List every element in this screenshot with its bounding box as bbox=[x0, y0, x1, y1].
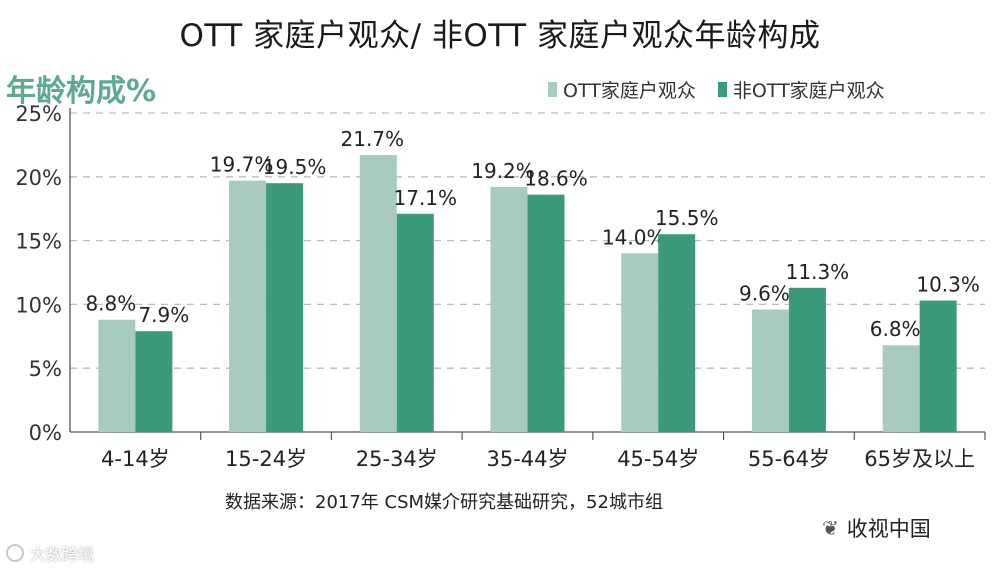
data-label-non-ott: 18.6% bbox=[524, 167, 588, 191]
data-source-note: 数据来源：2017年 CSM媒介研究基础研究，52城市组 bbox=[225, 492, 663, 513]
y-tick-label: 20% bbox=[15, 166, 62, 190]
legend-item-ott: OTT家庭户观众 bbox=[548, 76, 696, 103]
bar-ott bbox=[490, 187, 528, 432]
bar-non-ott bbox=[658, 234, 696, 432]
x-tick-label: 65岁及以上 bbox=[864, 447, 975, 471]
legend: OTT家庭户观众 非OTT家庭户观众 bbox=[548, 76, 907, 103]
data-label-ott: 8.8% bbox=[85, 292, 136, 316]
chart-title: OTT 家庭户观众/ 非OTT 家庭户观众年龄构成 bbox=[179, 18, 821, 54]
legend-label-non-ott: 非OTT家庭户观众 bbox=[732, 80, 885, 102]
bar-non-ott bbox=[266, 183, 304, 432]
y-tick-label: 0% bbox=[29, 421, 62, 445]
data-label-ott: 9.6% bbox=[739, 282, 790, 306]
watermark-left: 大数跨境 bbox=[6, 541, 94, 565]
y-tick-label: 5% bbox=[29, 357, 62, 381]
data-label-ott: 19.2% bbox=[471, 159, 535, 183]
legend-swatch-ott bbox=[548, 82, 557, 97]
legend-label-ott: OTT家庭户观众 bbox=[563, 80, 696, 102]
data-label-ott: 6.8% bbox=[870, 317, 921, 341]
data-label-ott: 19.7% bbox=[210, 153, 274, 177]
watermark-right-text: 收视中国 bbox=[846, 517, 931, 541]
watermark-logo-icon bbox=[6, 544, 24, 562]
data-label-non-ott: 10.3% bbox=[916, 273, 980, 297]
data-label-ott: 21.7% bbox=[341, 127, 405, 151]
bar-non-ott bbox=[919, 300, 957, 432]
bar-ott bbox=[359, 155, 397, 432]
y-tick-label: 10% bbox=[15, 293, 62, 317]
x-tick-label: 4-14岁 bbox=[101, 447, 170, 471]
bar-ott bbox=[882, 345, 920, 432]
y-tick-label: 15% bbox=[15, 230, 62, 254]
bar-ott bbox=[621, 253, 659, 432]
y-tick-label: 25% bbox=[15, 102, 62, 126]
x-tick-label: 35-44岁 bbox=[486, 447, 568, 471]
bar-non-ott bbox=[396, 213, 434, 432]
x-tick-label: 55-64岁 bbox=[748, 447, 830, 471]
x-tick-label: 25-34岁 bbox=[356, 447, 438, 471]
legend-swatch-non-ott bbox=[717, 82, 727, 97]
bar-ott bbox=[751, 309, 789, 432]
data-label-non-ott: 7.9% bbox=[138, 303, 189, 327]
bar-non-ott bbox=[527, 194, 565, 432]
data-label-non-ott: 17.1% bbox=[394, 186, 458, 210]
data-label-non-ott: 15.5% bbox=[655, 206, 719, 230]
x-tick-label: 45-54岁 bbox=[617, 447, 699, 471]
watermark-left-text: 大数跨境 bbox=[30, 545, 95, 564]
bar-non-ott bbox=[788, 287, 826, 432]
wechat-icon: ❦ bbox=[822, 516, 839, 540]
data-label-non-ott: 11.3% bbox=[786, 260, 850, 284]
legend-item-non-ott: 非OTT家庭户观众 bbox=[717, 76, 885, 103]
y-axis-label: 年龄构成% bbox=[6, 74, 157, 109]
data-label-non-ott: 19.5% bbox=[263, 155, 327, 179]
bar-ott bbox=[98, 319, 136, 432]
x-tick-label: 15-24岁 bbox=[225, 447, 307, 471]
data-label-ott: 14.0% bbox=[602, 225, 666, 249]
bar-non-ott bbox=[135, 331, 173, 432]
watermark-right: ❦ 收视中国 bbox=[822, 513, 931, 543]
bar-ott bbox=[229, 180, 267, 432]
